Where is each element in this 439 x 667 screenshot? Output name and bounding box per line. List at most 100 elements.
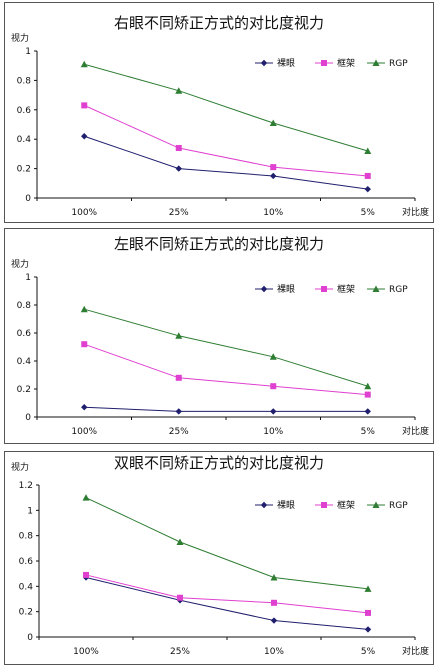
y-axis-label: 视力: [11, 258, 29, 270]
data-point-0-3: [364, 408, 371, 415]
series-line-1: [84, 343, 368, 396]
data-point-1-0: [81, 102, 88, 109]
legend-label-0: 裸眼: [277, 283, 295, 295]
data-point-1-1: [175, 145, 182, 152]
x-tick-label: 5%: [361, 647, 376, 657]
series-line-1: [85, 574, 369, 614]
data-point-0-0: [81, 133, 88, 140]
x-tick-label: 5%: [361, 427, 376, 437]
y-tick-label: 0.2: [17, 165, 31, 175]
y-tick-label: 0: [25, 413, 31, 423]
y-axis-label: 视力: [11, 32, 29, 44]
data-point-1-3: [364, 172, 371, 179]
data-point-1-2: [270, 383, 277, 390]
series-line-0: [84, 406, 368, 412]
data-point-1-0: [81, 341, 88, 348]
x-axis-label: 对比度: [402, 645, 429, 657]
data-point-1-3: [365, 609, 371, 616]
legend-swatch-marker-1: [321, 502, 327, 508]
y-tick-label: 0.4: [17, 135, 32, 145]
data-point-1-1: [177, 594, 183, 601]
data-point-2-3: [364, 585, 372, 592]
legend-swatch-marker-1: [321, 60, 327, 66]
y-tick-label: 0.4: [19, 582, 34, 592]
data-point-2-3: [364, 382, 372, 390]
y-tick-label: 0.4: [17, 357, 32, 367]
series-line-1: [84, 104, 368, 177]
x-tick-label: 100%: [71, 208, 97, 218]
data-point-0-1: [175, 408, 182, 415]
y-tick-label: 0.6: [19, 557, 34, 567]
y-tick-label: 0.8: [19, 532, 34, 542]
x-tick-label: 100%: [71, 427, 97, 437]
data-point-2-0: [80, 60, 88, 68]
y-tick-label: 0.2: [19, 608, 33, 618]
data-point-2-2: [270, 573, 278, 581]
series-line-0: [84, 135, 368, 190]
data-point-0-2: [270, 408, 277, 415]
x-tick-label: 25%: [169, 427, 189, 437]
y-tick-label: 1: [25, 273, 31, 283]
legend-label-0: 裸眼: [277, 57, 295, 69]
x-tick-label: 5%: [361, 208, 376, 218]
y-tick-label: 0.8: [17, 301, 32, 311]
y-tick-label: 0.2: [17, 385, 31, 395]
y-tick-label: 1: [27, 506, 33, 516]
chart-svg-2: 双眼不同矫正方式的对比度视力 视力 0 0.2 0.4 0.6 0.8 1 1.2 100% 25%…: [11, 454, 429, 657]
series-line-2: [85, 497, 369, 590]
x-tick-label: 25%: [169, 208, 189, 218]
y-tick-label: 0.8: [17, 76, 32, 86]
data-point-0-1: [175, 165, 182, 172]
legend-swatch-marker-1: [321, 286, 327, 292]
y-tick-label: 1: [25, 47, 31, 57]
legend-swatch-marker-0: [260, 59, 268, 67]
chart-panel-right-eye: 右眼不同矫正方式的对比度视力 视力 0 0.2 0.4 0.6 0.8 1 100% 25% 10%…: [4, 2, 434, 223]
data-point-2-2: [269, 353, 277, 360]
data-point-2-1: [175, 332, 183, 339]
x-tick-label: 25%: [170, 647, 190, 657]
chart-title: 左眼不同矫正方式的对比度视力: [114, 235, 324, 253]
x-axis-label: 对比度: [402, 425, 429, 437]
legend-label-1: 框架: [337, 499, 355, 511]
data-point-0-0: [81, 404, 88, 411]
legend-swatch-marker-0: [260, 285, 268, 293]
legend-swatch-marker-2: [372, 501, 380, 508]
data-point-0-2: [270, 172, 277, 180]
legend-swatch-marker-2: [372, 285, 380, 292]
series-line-2: [84, 308, 368, 387]
legend-label-0: 裸眼: [277, 499, 295, 511]
x-axis-label: 对比度: [402, 206, 429, 218]
series-line-0: [85, 576, 369, 630]
x-tick-label: 10%: [263, 427, 283, 437]
y-axis-label: 视力: [11, 461, 29, 473]
legend-label-1: 框架: [337, 57, 355, 69]
data-point-2-1: [175, 87, 183, 94]
data-point-2-1: [176, 538, 184, 545]
data-point-0-3: [364, 185, 371, 193]
data-point-1-2: [270, 164, 277, 171]
data-point-1-1: [175, 374, 182, 381]
legend-swatch-marker-2: [372, 59, 380, 66]
x-tick-label: 10%: [263, 208, 283, 218]
legend-swatch-marker-0: [260, 501, 268, 509]
y-tick-label: 0: [27, 633, 33, 643]
data-point-0-3: [364, 626, 372, 633]
data-point-1-2: [271, 599, 277, 606]
series-line-2: [84, 63, 368, 152]
data-point-0-2: [270, 617, 278, 624]
data-point-1-0: [83, 571, 89, 578]
data-point-1-3: [364, 391, 371, 398]
chart-title: 右眼不同矫正方式的对比度视力: [114, 14, 324, 32]
y-tick-label: 0: [25, 194, 31, 204]
legend-label-1: 框架: [337, 283, 355, 295]
data-point-2-3: [364, 147, 372, 154]
chart-panel-left-eye: 左眼不同矫正方式的对比度视力 视力 0 0.2 0.4 0.6 0.8 1 100% 25% 10%…: [4, 228, 434, 444]
chart-panel-both-eyes: 双眼不同矫正方式的对比度视力 视力 0 0.2 0.4 0.6 0.8 1 1.2 100% 25%…: [4, 451, 434, 665]
legend-label-2: RGP: [389, 59, 408, 69]
x-tick-label: 100%: [73, 647, 99, 657]
legend-label-2: RGP: [389, 285, 408, 295]
data-point-2-0: [82, 494, 90, 501]
legend-label-2: RGP: [389, 501, 408, 511]
